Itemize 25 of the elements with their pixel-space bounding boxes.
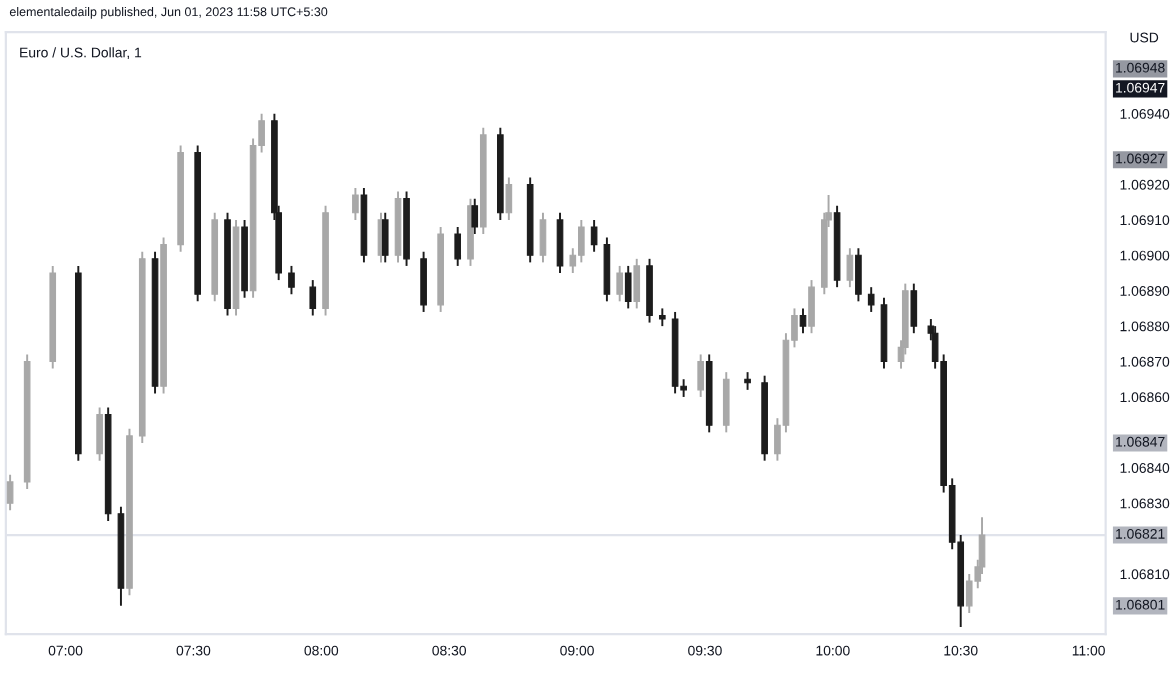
candlestick bbox=[381, 211, 389, 264]
candlestick bbox=[616, 264, 624, 303]
candlestick bbox=[556, 211, 564, 274]
candlestick bbox=[420, 250, 427, 313]
candlestick bbox=[867, 286, 875, 313]
candlestick bbox=[846, 247, 854, 289]
candlestick bbox=[96, 406, 103, 462]
candlestick bbox=[799, 307, 807, 335]
candlestick bbox=[454, 225, 462, 267]
candlestick bbox=[352, 187, 359, 221]
candlestick bbox=[505, 176, 513, 221]
candlestick bbox=[6, 473, 14, 512]
candlestick bbox=[288, 264, 295, 296]
candlestick bbox=[722, 371, 730, 434]
candlestick bbox=[539, 211, 547, 264]
candlestick bbox=[808, 279, 815, 335]
candlestick bbox=[697, 353, 705, 398]
candlestick bbox=[471, 197, 479, 236]
candlestick bbox=[910, 282, 918, 335]
candlestick bbox=[590, 218, 598, 253]
candlestick bbox=[309, 279, 317, 317]
candlestick bbox=[624, 264, 632, 310]
candlestick bbox=[855, 247, 862, 303]
candlestick bbox=[965, 573, 973, 614]
candlestick bbox=[633, 257, 641, 310]
